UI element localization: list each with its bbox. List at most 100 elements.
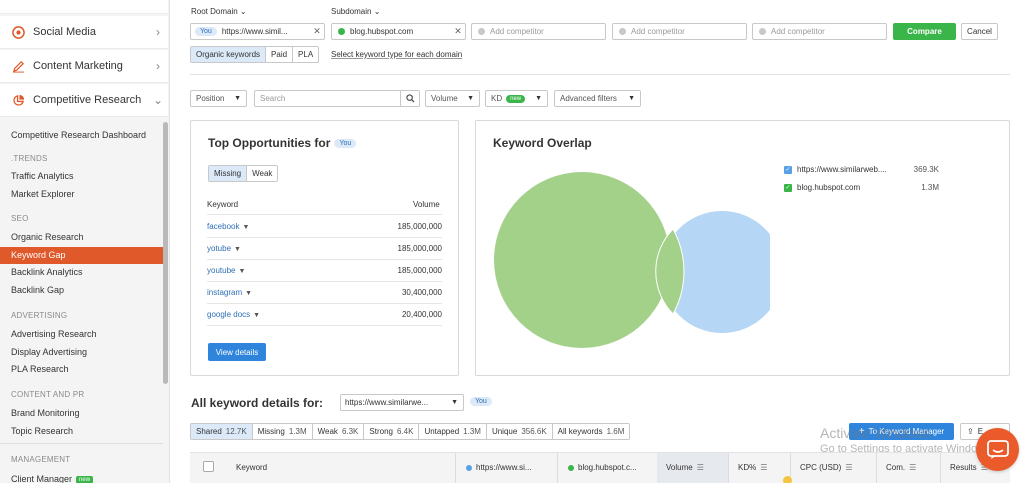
tab-missing[interactable]: Missing [209, 166, 248, 181]
legend-item-similarweb[interactable]: ✓ https://www.similarweb.... 369.3K [784, 165, 939, 174]
column-header-domain-2[interactable]: blog.hubspot.c... [568, 463, 637, 472]
tab-shared[interactable]: Shared 12.7K [191, 424, 253, 439]
sidebar-scrollbar[interactable] [163, 122, 168, 384]
keyword-overlap-title: Keyword Overlap [493, 136, 592, 150]
legend-item-hubspot[interactable]: ✓ blog.hubspot.com 1.3M [784, 183, 939, 192]
keyword-link[interactable]: yotube ▼ [207, 244, 398, 253]
to-keyword-manager-label: To Keyword Manager [868, 427, 945, 436]
subdomain-label: Subdomain [331, 7, 372, 16]
sidebar-item-competitive-research[interactable]: Competitive Research ⌄ [0, 84, 168, 117]
venn-intersection[interactable] [655, 228, 685, 315]
sidebar-subitem-keyword-gap[interactable]: Keyword Gap [0, 247, 163, 264]
tab-strong[interactable]: Strong 6.4K [364, 424, 420, 439]
volume-value: 30,400,000 [401, 288, 442, 297]
checkbox-checked-icon[interactable]: ✓ [784, 165, 792, 174]
compare-button[interactable]: Compare [893, 23, 956, 40]
view-details-button[interactable]: View details [208, 343, 266, 361]
keyword-category-tabs: Shared 12.7K Missing 1.3M Weak 6.3K Strong 6… [190, 423, 631, 440]
sidebar-subitem-pla-research[interactable]: PLA Research [11, 364, 69, 374]
top-opportunities-title-text: Top Opportunities for [208, 136, 331, 150]
advanced-filters[interactable]: Advanced filters ▼ [554, 90, 641, 107]
sidebar-subitem-topic-research[interactable]: Topic Research [11, 426, 74, 436]
new-badge: new [76, 475, 94, 483]
column-header-domain-1[interactable]: https://www.si... [466, 463, 532, 472]
kd-filter[interactable]: KD new ▼ [485, 90, 548, 107]
competitor-color-dot [759, 28, 766, 35]
sidebar-subitem-client-manager[interactable]: Client Manager new [11, 474, 94, 483]
tab-all-keywords[interactable]: All keywords 1.6M [552, 424, 630, 439]
domain-2-input[interactable]: blog.hubspot.com ✕ [331, 23, 466, 40]
domain-select[interactable]: https://www.similarwe... ▼ [340, 394, 464, 411]
venn-circle-similarweb[interactable] [661, 211, 770, 333]
kd-filter-label: KD [491, 94, 503, 103]
sidebar-item-content-marketing[interactable]: Content Marketing › [0, 50, 168, 83]
competitor-3-input[interactable]: Add competitor [471, 23, 606, 40]
column-separator [728, 453, 729, 483]
sidebar-subitem-dashboard[interactable]: Competitive Research Dashboard [11, 130, 147, 140]
tab-count: 1.3M [463, 427, 481, 436]
keyword-type-paid[interactable]: Paid [266, 47, 294, 62]
volume-value: 185,000,000 [397, 244, 443, 253]
close-icon[interactable]: ✕ [313, 26, 321, 36]
tab-unique[interactable]: Unique 356.6K [486, 424, 553, 439]
caret-down-icon: ▼ [234, 246, 241, 253]
competitor-5-input[interactable]: Add competitor [752, 23, 887, 40]
column-header-results[interactable]: Results ☰ [950, 463, 988, 472]
sidebar-subitem-display-advertising[interactable]: Display Advertising [11, 347, 88, 357]
select-keyword-type-link[interactable]: Select keyword type for each domain [331, 50, 463, 59]
sidebar-subitem-organic-research[interactable]: Organic Research [11, 232, 84, 242]
tab-missing[interactable]: Missing 1.3M [252, 424, 313, 439]
column-header-cpc[interactable]: CPC (USD) ☰ [800, 463, 853, 472]
sidebar-subitem-advertising-research[interactable]: Advertising Research [11, 329, 97, 339]
sort-icon: ☰ [760, 463, 768, 472]
subdomain-dropdown[interactable]: Subdomain ⌄ [331, 7, 380, 16]
sidebar-subitem-market-explorer[interactable]: Market Explorer [11, 189, 75, 199]
column-separator [455, 453, 456, 483]
sidebar-heading-trends: .TRENDS [11, 154, 48, 163]
column-header-keyword[interactable]: Keyword [236, 463, 268, 472]
sidebar-item-partial[interactable] [0, 0, 168, 14]
sidebar-subitem-backlink-analytics[interactable]: Backlink Analytics [11, 267, 83, 277]
sidebar-subitem-label: Client Manager [11, 474, 73, 483]
column-header-volume: Volume [413, 200, 440, 209]
sidebar-subitem-label: Keyword Gap [11, 250, 66, 260]
domain-1-input[interactable]: You https://www.simil... ✕ [190, 23, 325, 40]
venn-circle-hubspot[interactable] [494, 172, 670, 348]
tab-weak[interactable]: Weak [247, 166, 278, 181]
keyword-table-header: Keyword https://www.si... blog.hubspot.c… [190, 452, 1010, 483]
tab-weak[interactable]: Weak 6.3K [312, 424, 365, 439]
legend-count: 1.3M [921, 183, 939, 192]
section-divider [190, 74, 1010, 75]
checkbox-checked-icon[interactable]: ✓ [784, 183, 792, 192]
position-filter[interactable]: Position ▼ [190, 90, 247, 107]
new-badge: new [506, 94, 526, 103]
tab-label: Shared [196, 427, 222, 436]
advanced-filters-label: Advanced filters [560, 94, 617, 103]
sidebar-divider [0, 443, 163, 444]
keyword-link[interactable]: facebook ▼ [207, 222, 398, 231]
tab-untapped[interactable]: Untapped 1.3M [419, 424, 487, 439]
column-header-com[interactable]: Com. ☰ [886, 463, 916, 472]
select-all-checkbox[interactable] [203, 461, 214, 472]
sidebar-subitem-brand-monitoring[interactable]: Brand Monitoring [11, 408, 80, 418]
keyword-link[interactable]: instagram ▼ [207, 288, 402, 297]
root-domain-dropdown[interactable]: Root Domain ⌄ [191, 7, 247, 16]
search-input[interactable]: Search [254, 90, 401, 107]
sidebar-subitem-traffic-analytics[interactable]: Traffic Analytics [11, 171, 74, 181]
sidebar-item-social-media[interactable]: Social Media › [0, 16, 168, 49]
column-header-kd[interactable]: KD% ☰ [738, 463, 767, 472]
close-icon[interactable]: ✕ [454, 26, 462, 36]
volume-filter[interactable]: Volume ▼ [425, 90, 480, 107]
competitor-4-input[interactable]: Add competitor [612, 23, 747, 40]
search-button[interactable] [400, 90, 420, 107]
column-header-volume[interactable]: Volume ☰ [666, 463, 704, 472]
to-keyword-manager-button[interactable]: + To Keyword Manager [849, 423, 954, 440]
keyword-link[interactable]: youtube ▼ [207, 266, 398, 275]
sidebar-subitem-backlink-gap[interactable]: Backlink Gap [11, 285, 65, 295]
keyword-type-pla[interactable]: PLA [293, 47, 319, 62]
keyword-link[interactable]: google docs ▼ [207, 310, 402, 319]
tab-label: Missing [257, 427, 285, 436]
cancel-button[interactable]: Cancel [961, 23, 998, 40]
keyword-type-organic[interactable]: Organic keywords [191, 47, 267, 62]
chat-button[interactable] [976, 428, 1019, 471]
